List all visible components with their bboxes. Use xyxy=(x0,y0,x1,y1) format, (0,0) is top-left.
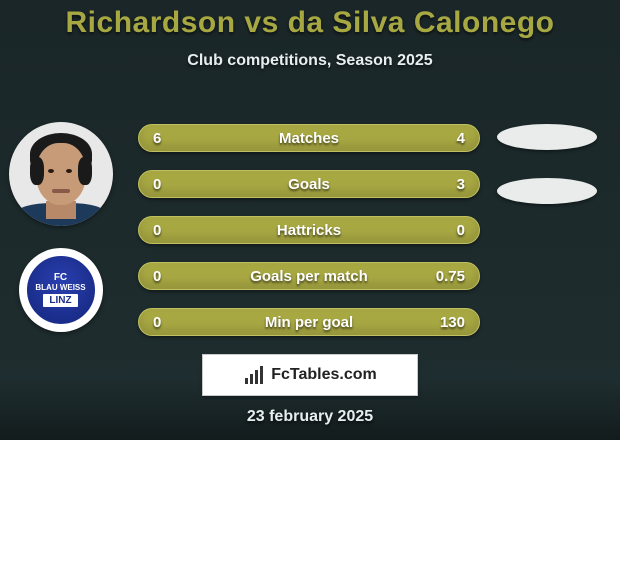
stat-label: Goals xyxy=(139,176,479,193)
stat-label: Min per goal xyxy=(139,314,479,331)
source-logo: FcTables.com xyxy=(202,354,418,396)
club-badge: FC BLAU WEISS LINZ xyxy=(23,252,99,328)
comparison-card: Richardson vs da Silva Calonego Club com… xyxy=(0,0,620,440)
stat-value-left: 0 xyxy=(153,314,161,331)
stat-value-right: 4 xyxy=(457,130,465,147)
trend-clouds xyxy=(492,124,602,204)
trend-cloud xyxy=(497,178,597,204)
stat-label: Goals per match xyxy=(139,268,479,285)
stat-value-left: 6 xyxy=(153,130,161,147)
avatar-column: FC BLAU WEISS LINZ xyxy=(8,122,113,332)
stat-row: 0 Goals per match 0.75 xyxy=(138,262,480,290)
club-badge-line1: FC xyxy=(54,273,67,284)
club-badge-line3: LINZ xyxy=(43,294,77,307)
stat-value-right: 0.75 xyxy=(436,268,465,285)
bar-chart-icon xyxy=(243,366,265,384)
stat-value-left: 0 xyxy=(153,268,161,285)
stat-row: 0 Goals 3 xyxy=(138,170,480,198)
date-label: 23 february 2025 xyxy=(0,408,620,426)
subtitle: Club competitions, Season 2025 xyxy=(0,52,620,70)
stat-value-left: 0 xyxy=(153,176,161,193)
stat-label: Hattricks xyxy=(139,222,479,239)
stat-row: 0 Min per goal 130 xyxy=(138,308,480,336)
stat-value-right: 0 xyxy=(457,222,465,239)
source-logo-text: FcTables.com xyxy=(271,366,377,384)
stat-value-right: 130 xyxy=(440,314,465,331)
club-avatar: FC BLAU WEISS LINZ xyxy=(19,248,103,332)
club-badge-line2: BLAU WEISS xyxy=(35,284,85,292)
trend-cloud xyxy=(497,124,597,150)
stat-value-right: 3 xyxy=(457,176,465,193)
stat-row: 0 Hattricks 0 xyxy=(138,216,480,244)
stats-bars: 6 Matches 4 0 Goals 3 0 Hattricks 0 0 Go… xyxy=(138,124,480,336)
stat-row: 6 Matches 4 xyxy=(138,124,480,152)
stat-value-left: 0 xyxy=(153,222,161,239)
player-head-illustration xyxy=(16,129,106,219)
page-title: Richardson vs da Silva Calonego xyxy=(0,0,620,40)
stat-label: Matches xyxy=(139,130,479,147)
player-avatar xyxy=(9,122,113,226)
